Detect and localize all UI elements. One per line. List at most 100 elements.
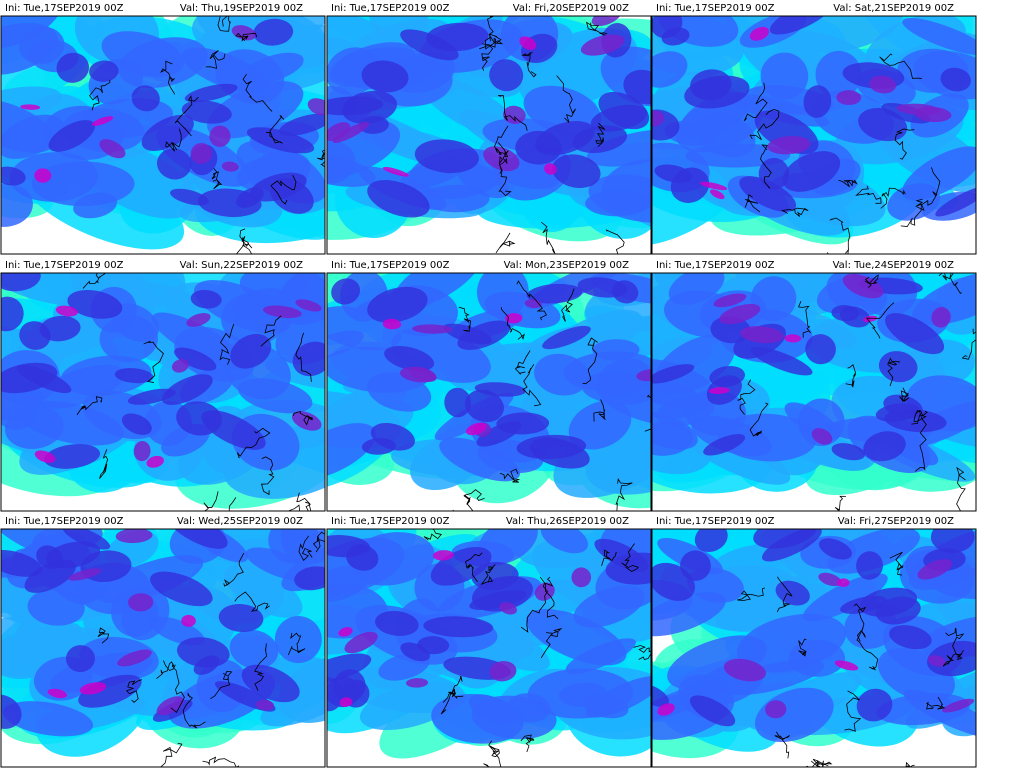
precip-area [246, 127, 315, 154]
precip-area [652, 110, 665, 127]
precip-area [327, 122, 351, 142]
precip-area [433, 550, 454, 561]
init-time: Ini: Tue,17SEP2019 00Z [331, 3, 450, 14]
panel-border [0, 272, 326, 512]
valid-time: Val: Sun,22SEP2019 00Z [180, 260, 303, 271]
precip-area [917, 559, 953, 580]
precip-area [782, 151, 841, 192]
precip-area [839, 306, 871, 328]
coastline [926, 696, 946, 710]
precip-area [274, 616, 322, 664]
precip-area [127, 388, 176, 405]
precip-area [327, 677, 343, 712]
precip-area [384, 345, 435, 371]
coastline [900, 198, 923, 227]
init-time: Ini: Tue,17SEP2019 00Z [656, 3, 775, 14]
precip-area [652, 592, 726, 637]
coastline [203, 491, 219, 511]
precip-area [590, 104, 648, 132]
precip-area [818, 538, 852, 560]
precip-area [19, 321, 51, 350]
precip-area [231, 25, 256, 41]
coastline [458, 306, 471, 332]
precip-area [253, 18, 294, 46]
precip-area [80, 143, 197, 219]
coastline [235, 32, 258, 42]
precip-area [361, 438, 396, 455]
precip-area [348, 532, 435, 586]
coastline [228, 497, 237, 511]
coastline [781, 207, 809, 217]
coastline [889, 551, 904, 576]
map-panel [1, 16, 325, 254]
precip-area [519, 36, 537, 50]
precip-area [713, 293, 747, 308]
init-time: Ini: Tue,17SEP2019 00Z [656, 260, 775, 271]
coastline [500, 307, 525, 340]
coastline [234, 591, 270, 612]
precip-area [256, 699, 274, 711]
coastline [202, 756, 240, 767]
precip-area [661, 27, 690, 46]
precip-area [1, 273, 41, 292]
coastline [293, 410, 314, 426]
precip-area [577, 277, 628, 298]
precip-area [36, 545, 63, 570]
precip-area [652, 421, 693, 456]
coastline [241, 238, 253, 254]
precip-area [193, 655, 220, 675]
precip-area [842, 273, 884, 299]
coastline [945, 627, 965, 658]
valid-time: Val: Sat,21SEP2019 00Z [833, 3, 954, 14]
precip-area [515, 130, 562, 165]
precip-area [431, 693, 524, 744]
coastline [205, 50, 226, 69]
precip-area [840, 595, 887, 614]
precip-area [739, 176, 797, 212]
coastline [498, 156, 512, 197]
precip-area [654, 164, 693, 183]
coastline [749, 402, 769, 437]
precip-area [601, 159, 651, 212]
precip-area [414, 139, 479, 174]
precip-area [128, 593, 154, 612]
init-time: Ini: Tue,17SEP2019 00Z [5, 260, 124, 271]
precip-area [836, 90, 862, 106]
precip-area [767, 136, 811, 155]
precip-area [291, 411, 322, 431]
map-panel [652, 529, 976, 767]
coastline [864, 274, 879, 288]
precip-area [331, 278, 361, 305]
precip-area [207, 81, 304, 139]
coastline [170, 663, 185, 713]
coastline [82, 273, 106, 289]
precip-area [201, 410, 266, 450]
precip-area [915, 106, 952, 123]
coastline [298, 535, 313, 561]
panel-border [651, 272, 977, 512]
precip-area [875, 596, 921, 625]
coastline [887, 357, 901, 387]
precip-area [230, 333, 272, 369]
precip-area [465, 422, 487, 436]
coastline [545, 576, 559, 620]
precip-area [34, 450, 56, 463]
precip-area [1, 296, 24, 332]
precip-area [863, 431, 906, 462]
coastline [938, 273, 962, 295]
precip-area [1, 183, 33, 227]
precip-area [79, 682, 107, 695]
panel-border [326, 272, 652, 512]
precip-area [699, 181, 728, 191]
precip-area [834, 660, 859, 671]
precip-area [765, 700, 787, 719]
precip-area [327, 653, 372, 683]
precip-area [367, 286, 428, 323]
panel-border [651, 528, 977, 768]
coastline [838, 179, 858, 188]
precip-area [695, 112, 756, 158]
precip-area [723, 658, 767, 682]
map-panel [327, 529, 651, 767]
precip-area [181, 614, 196, 627]
precip-area [34, 168, 52, 183]
